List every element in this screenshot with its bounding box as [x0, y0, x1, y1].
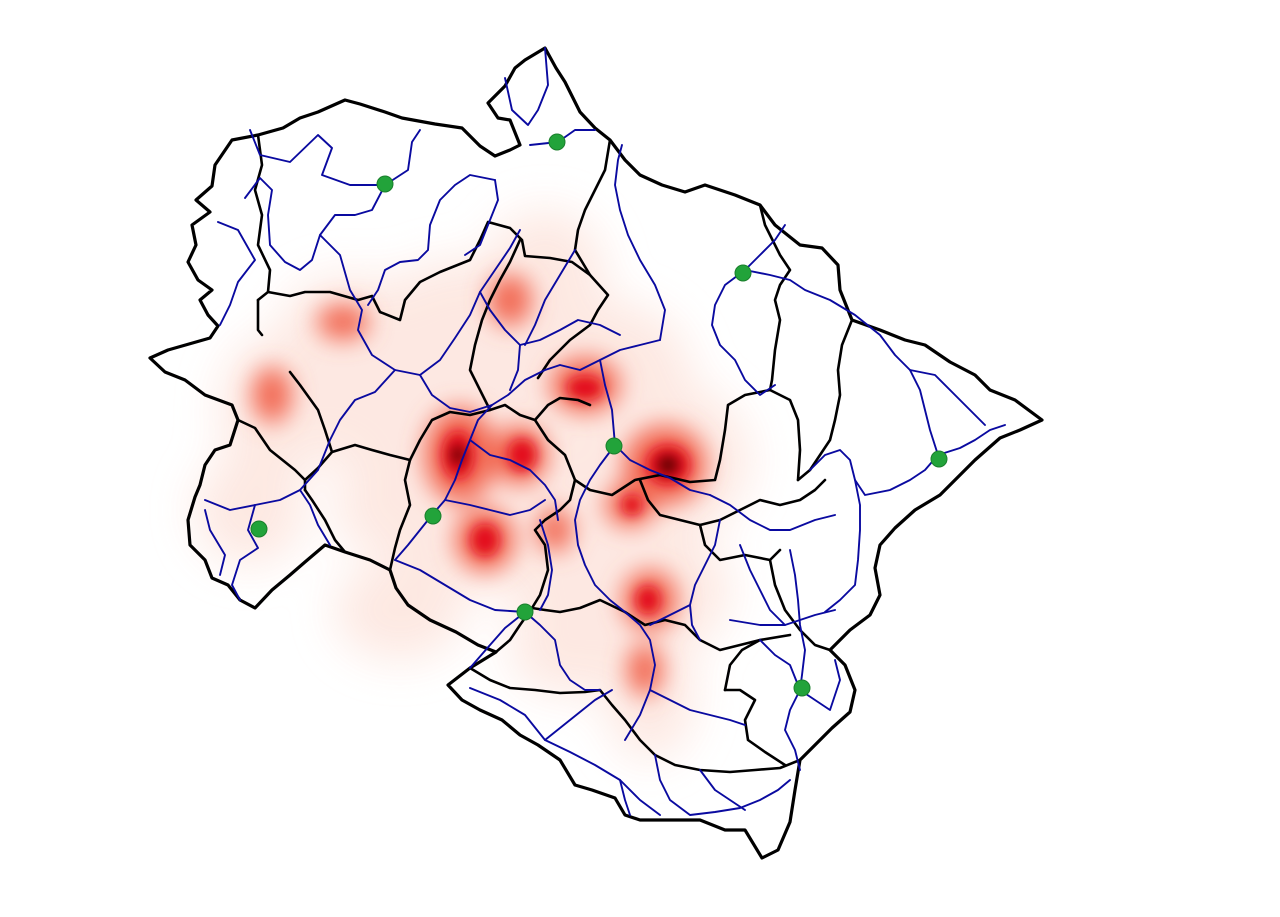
district-line — [573, 388, 802, 497]
district-line — [256, 220, 610, 380]
road-line — [539, 519, 553, 611]
district-line — [388, 458, 412, 572]
district-line — [796, 318, 854, 482]
road-line — [739, 544, 786, 626]
district-line — [530, 418, 577, 610]
map-marker[interactable] — [376, 175, 394, 193]
district-line — [758, 203, 792, 392]
road-line — [299, 489, 331, 546]
road-line — [319, 234, 421, 376]
road-line — [619, 779, 631, 816]
heat-high-layer — [442, 376, 690, 614]
road-line — [699, 769, 746, 811]
road-line — [784, 689, 801, 771]
road-line — [649, 604, 691, 626]
road-line — [529, 129, 596, 146]
district-line — [723, 638, 762, 692]
road-line — [709, 494, 836, 531]
road-line — [689, 519, 721, 641]
road-line — [524, 249, 576, 346]
road-line — [479, 291, 521, 391]
road-line — [614, 144, 666, 341]
map-marker[interactable] — [424, 507, 442, 525]
road-line — [519, 319, 621, 346]
road-line — [599, 359, 711, 496]
road-line — [654, 754, 791, 816]
point-markers — [250, 133, 948, 697]
road-line — [544, 689, 613, 741]
map-marker[interactable] — [930, 450, 948, 468]
road-line — [789, 549, 806, 691]
district-boundaries — [236, 133, 854, 774]
district-line — [638, 478, 827, 527]
road-line — [394, 404, 493, 561]
map-marker[interactable] — [250, 520, 268, 538]
district-line — [698, 523, 782, 562]
road-line — [799, 659, 841, 711]
district-line — [330, 396, 592, 462]
road-line — [231, 504, 259, 601]
district-line — [768, 558, 832, 652]
road-line — [419, 229, 521, 376]
road-line — [469, 439, 559, 521]
road-line — [524, 611, 601, 691]
map-marker[interactable] — [793, 679, 811, 697]
road-line — [419, 339, 661, 413]
heat-peak-layer — [452, 446, 678, 474]
road-line — [649, 689, 746, 726]
road-line — [204, 369, 396, 511]
district-line — [256, 298, 264, 337]
road-line — [711, 269, 776, 396]
road-line — [464, 179, 499, 256]
district-line — [303, 488, 347, 554]
map-marker[interactable] — [516, 603, 534, 621]
district-line — [253, 133, 272, 294]
road-line — [367, 174, 496, 306]
road-line — [504, 47, 549, 126]
map-marker[interactable] — [605, 437, 623, 455]
road-line — [204, 509, 226, 576]
district-line — [723, 688, 787, 767]
density-heatmap — [195, 210, 750, 760]
road-line — [574, 444, 656, 741]
road-line — [217, 221, 256, 326]
road-line — [244, 177, 386, 271]
road-line — [909, 369, 986, 426]
map-marker[interactable] — [548, 133, 566, 151]
state-boundary — [148, 46, 1044, 860]
road-line — [744, 269, 939, 456]
road-line — [729, 609, 836, 626]
road-line — [469, 611, 526, 669]
district-line — [468, 238, 522, 412]
road-line — [249, 129, 421, 186]
road-line — [394, 559, 526, 613]
road-network — [204, 47, 1006, 816]
district-line — [468, 666, 802, 774]
road-line — [809, 449, 939, 496]
road-line — [824, 479, 861, 613]
road-line — [469, 687, 661, 816]
road-line — [759, 639, 801, 691]
map-marker[interactable] — [734, 264, 752, 282]
road-line — [937, 424, 1006, 456]
road-line — [744, 224, 786, 271]
road-line — [444, 499, 546, 516]
